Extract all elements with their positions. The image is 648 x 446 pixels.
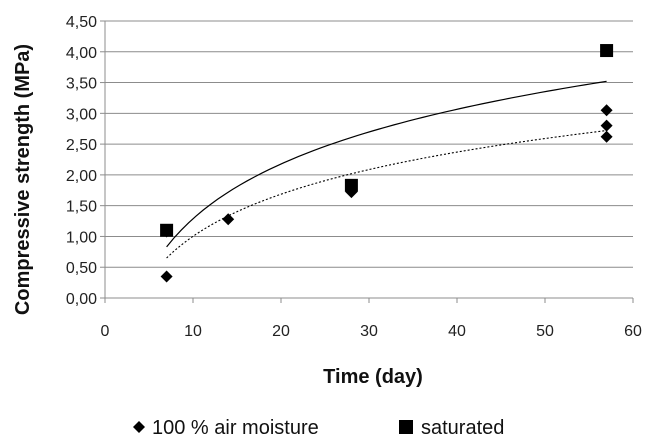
data-point-saturated [344,178,358,192]
x-tick-label: 10 [184,323,202,340]
x-axis-title: Time (day) [323,366,423,388]
legend-marker-air-moisture [133,421,145,433]
data-point-saturated [600,44,614,58]
x-tick-label: 60 [624,323,642,340]
y-tick-label: 3,00 [66,106,97,123]
y-tick-label: 3,50 [66,76,97,93]
legend-label-saturated: saturated [421,417,504,439]
legend-marker-saturated [399,420,413,434]
trendline-series-2 [166,80,607,248]
data-point-air-moisture [160,270,173,283]
trendline-series-1 [166,130,607,259]
data-point-air-moisture [600,119,613,132]
y-tick-label: 2,00 [66,168,97,185]
data-point-air-moisture [600,104,613,117]
x-tick-label: 40 [448,323,466,340]
y-tick-label: 4,00 [66,45,97,62]
y-tick-label: 0,00 [66,291,97,308]
x-tick-label: 0 [101,323,110,340]
x-tick-label: 20 [272,323,290,340]
legend-label-air-moisture: 100 % air moisture [152,417,319,439]
data-point-saturated [160,223,174,237]
data-point-air-moisture [222,213,235,226]
x-tick-label: 50 [536,323,554,340]
y-tick-label: 4,50 [66,14,97,31]
y-tick-label: 0,50 [66,260,97,277]
data-point-air-moisture [600,130,613,143]
y-axis-title: Compressive strength (MPa) [12,44,34,315]
y-tick-label: 1,50 [66,199,97,216]
y-tick-label: 2,50 [66,137,97,154]
y-tick-label: 1,00 [66,229,97,246]
x-tick-label: 30 [360,323,378,340]
